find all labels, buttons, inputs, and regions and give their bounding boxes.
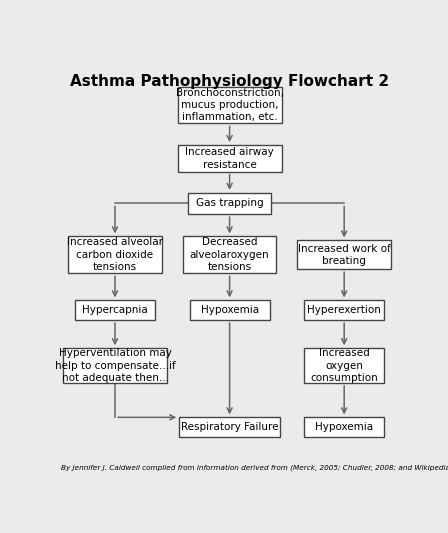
FancyBboxPatch shape bbox=[304, 417, 384, 437]
Text: Asthma Pathophysiology Flowchart 2: Asthma Pathophysiology Flowchart 2 bbox=[70, 74, 389, 89]
FancyBboxPatch shape bbox=[63, 348, 167, 383]
Text: Decreased
alveolaroxygen
tensions: Decreased alveolaroxygen tensions bbox=[190, 237, 269, 272]
FancyBboxPatch shape bbox=[177, 145, 282, 172]
FancyBboxPatch shape bbox=[304, 348, 384, 383]
FancyBboxPatch shape bbox=[177, 86, 282, 124]
FancyBboxPatch shape bbox=[179, 417, 280, 437]
Text: Increased airway
resistance: Increased airway resistance bbox=[185, 147, 274, 169]
FancyBboxPatch shape bbox=[304, 301, 384, 320]
Text: Hypoxemia: Hypoxemia bbox=[315, 422, 373, 432]
FancyBboxPatch shape bbox=[68, 236, 162, 273]
Text: Increased
oxygen
consumption: Increased oxygen consumption bbox=[310, 348, 378, 383]
Text: Bronchoconstriction,
mucus production,
inflammation, etc.: Bronchoconstriction, mucus production, i… bbox=[176, 87, 284, 123]
Text: Hyperexertion: Hyperexertion bbox=[307, 305, 381, 315]
Text: Hyperventilation may
help to compensate...if
not adequate then...: Hyperventilation may help to compensate.… bbox=[55, 348, 176, 383]
FancyBboxPatch shape bbox=[75, 301, 155, 320]
FancyBboxPatch shape bbox=[183, 236, 276, 273]
Text: Respiratory Failure: Respiratory Failure bbox=[181, 422, 278, 432]
Text: Hypercapnia: Hypercapnia bbox=[82, 305, 148, 315]
Text: Increased work of
breating: Increased work of breating bbox=[298, 244, 391, 266]
FancyBboxPatch shape bbox=[190, 301, 270, 320]
FancyBboxPatch shape bbox=[297, 240, 391, 269]
Text: Hypoxemia: Hypoxemia bbox=[201, 305, 258, 315]
Text: Gas trapping: Gas trapping bbox=[196, 198, 263, 208]
FancyBboxPatch shape bbox=[188, 193, 271, 214]
Text: Increased alveolar
carbon dioxide
tensions: Increased alveolar carbon dioxide tensio… bbox=[67, 237, 163, 272]
Text: By Jennifer J. Caldwell complied from information derived from (Merck, 2005; Chu: By Jennifer J. Caldwell complied from in… bbox=[61, 464, 448, 471]
